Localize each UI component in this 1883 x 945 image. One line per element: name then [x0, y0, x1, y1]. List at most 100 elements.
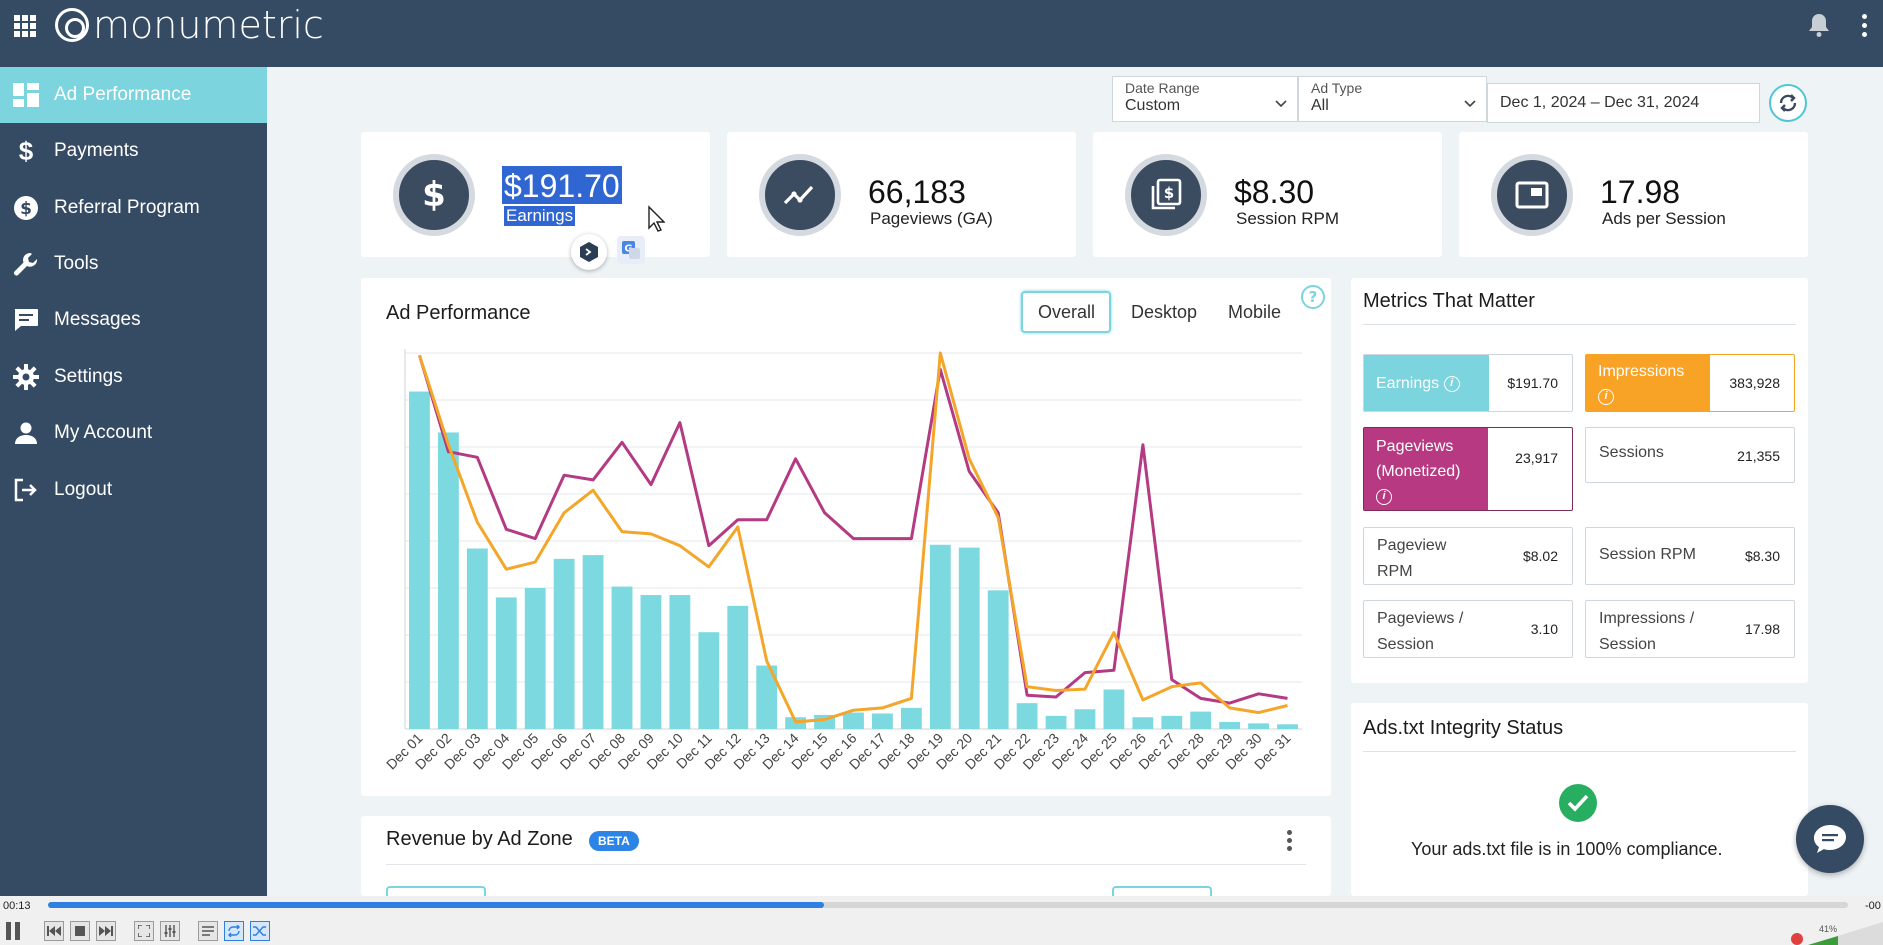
- previous-icon: [47, 926, 61, 936]
- refresh-button[interactable]: [1769, 84, 1807, 122]
- chevron-down-icon: [1464, 93, 1476, 112]
- date-range-value: Custom: [1125, 97, 1181, 114]
- metric-label: Pageview RPM: [1377, 537, 1447, 580]
- sidebar-item-ad-performance[interactable]: Ad Performance: [0, 67, 267, 123]
- chart-bar: [669, 595, 691, 729]
- chat-icon: [1814, 825, 1846, 853]
- chat-button[interactable]: [1796, 805, 1864, 873]
- chart-bar: [727, 605, 749, 729]
- tab-desktop[interactable]: Desktop: [1131, 302, 1198, 322]
- volume-slider[interactable]: [1808, 922, 1883, 945]
- sidebar-item-my-account[interactable]: My Account: [0, 405, 267, 461]
- metric-session-rpm[interactable]: Session RPM $8.30: [1585, 527, 1795, 585]
- sidebar-item-referral-program[interactable]: $ Referral Program: [0, 180, 267, 236]
- sidebar-item-messages[interactable]: Messages: [0, 292, 267, 348]
- sidebar-item-payments[interactable]: $ Payments: [0, 123, 267, 179]
- metric-pageviews-per-session[interactable]: Pageviews / Session 3.10: [1363, 600, 1573, 658]
- notification-bell-icon[interactable]: [1808, 12, 1830, 42]
- sidebar-item-label: Logout: [54, 479, 113, 500]
- chart-bar: [1248, 723, 1270, 729]
- panel-title: Metrics That Matter: [1363, 290, 1535, 312]
- metric-earnings[interactable]: Earnings i $191.70: [1363, 354, 1573, 412]
- wrench-icon: [11, 251, 41, 277]
- metric-impressions[interactable]: Impressions i 383,928: [1585, 354, 1795, 412]
- refresh-icon: [1779, 94, 1797, 112]
- metric-label: Session RPM: [1599, 546, 1696, 563]
- kpi-card-pageviews: 66,183 Pageviews (GA): [727, 132, 1076, 257]
- loop-icon: [228, 925, 240, 937]
- date-range-select[interactable]: Date Range Custom: [1112, 76, 1298, 122]
- more-options-icon[interactable]: [1862, 14, 1867, 37]
- sidebar-item-label: Settings: [54, 366, 123, 387]
- equalizer-icon: [164, 925, 176, 937]
- ad-type-select[interactable]: Ad Type All: [1298, 76, 1487, 122]
- trend-line-icon: [759, 154, 841, 236]
- svg-text:$: $: [20, 199, 32, 219]
- video-seek-track[interactable]: [48, 902, 1848, 908]
- chart-bar: [409, 391, 430, 729]
- loop-button[interactable]: [224, 921, 244, 941]
- chart-bar: [524, 588, 546, 729]
- divider: [1363, 751, 1796, 752]
- previous-button[interactable]: [44, 921, 64, 941]
- sidebar-item-settings[interactable]: Settings: [0, 349, 267, 405]
- check-circle-icon: [1559, 784, 1597, 822]
- tab-mobile[interactable]: Mobile: [1228, 302, 1282, 322]
- metric-value: 21,355: [1737, 448, 1780, 464]
- shuffle-button[interactable]: [250, 921, 270, 941]
- metric-pageviews-monetized[interactable]: Pageviews (Monetized) i 23,917: [1363, 427, 1573, 511]
- referral-dollar-icon: $: [11, 195, 41, 221]
- metric-value: $8.02: [1522, 548, 1558, 564]
- chart-bar: [958, 547, 980, 729]
- extension-popup-icon[interactable]: [571, 234, 607, 270]
- next-button[interactable]: [96, 921, 116, 941]
- sidebar-item-tools[interactable]: Tools: [0, 236, 267, 292]
- chart-bar: [1103, 689, 1125, 729]
- translate-icon[interactable]: G: [617, 236, 645, 264]
- sidebar: Ad Performance $ Payments $ Referral Pro…: [0, 67, 267, 896]
- chart-bar: [900, 707, 922, 729]
- mute-icon[interactable]: [1791, 933, 1803, 945]
- video-remaining-time: -00: [1865, 900, 1881, 912]
- info-icon: i: [1443, 375, 1460, 392]
- kpi-label: Pageviews (GA): [870, 209, 993, 228]
- metric-pageview-rpm[interactable]: Pageview RPM $8.02: [1363, 527, 1573, 585]
- apps-grid-icon[interactable]: [14, 15, 36, 37]
- date-range-input[interactable]: Dec 1, 2024 – Dec 31, 2024: [1487, 83, 1760, 123]
- sidebar-item-logout[interactable]: Logout: [0, 462, 267, 518]
- stop-icon: [75, 926, 85, 936]
- volume-level: 41%: [1819, 924, 1838, 934]
- chart-line-series-1: [418, 354, 1288, 705]
- metric-value: $191.70: [1507, 375, 1558, 391]
- chart-bar: [1219, 721, 1241, 729]
- logout-icon: [11, 478, 41, 502]
- metric-label: Impressions i: [1586, 355, 1710, 411]
- video-elapsed-time: 00:13: [3, 900, 31, 912]
- svg-text:$: $: [1164, 184, 1174, 202]
- chart-bar: [1045, 715, 1067, 729]
- stop-button[interactable]: [70, 921, 90, 941]
- monumetric-logo[interactable]: monumetric: [55, 3, 324, 47]
- svg-text:G: G: [624, 244, 632, 255]
- fullscreen-icon: [138, 925, 150, 937]
- tab-overall[interactable]: Overall: [1021, 291, 1111, 333]
- metric-impressions-per-session[interactable]: Impressions / Session 17.98: [1585, 600, 1795, 658]
- chart-bar: [698, 632, 720, 729]
- chevron-down-icon: [1275, 93, 1287, 112]
- fullscreen-button[interactable]: [134, 921, 154, 941]
- panel-title: Ad Performance: [386, 302, 531, 324]
- help-icon[interactable]: ?: [1301, 285, 1325, 309]
- metric-value: 3.10: [1530, 621, 1558, 637]
- sidebar-item-label: My Account: [54, 422, 153, 443]
- revenue-by-ad-zone-panel: Revenue by Ad Zone BETA: [361, 816, 1331, 906]
- playlist-button[interactable]: [198, 921, 218, 941]
- sidebar-item-label: Messages: [54, 309, 141, 330]
- chart-bar: [582, 555, 604, 729]
- more-options-icon[interactable]: [1287, 830, 1292, 851]
- beta-badge: BETA: [589, 831, 639, 851]
- sidebar-item-label: Ad Performance: [54, 84, 192, 105]
- equalizer-button[interactable]: [160, 921, 180, 941]
- metric-sessions[interactable]: Sessions 21,355: [1585, 427, 1795, 483]
- pause-button[interactable]: [6, 922, 24, 940]
